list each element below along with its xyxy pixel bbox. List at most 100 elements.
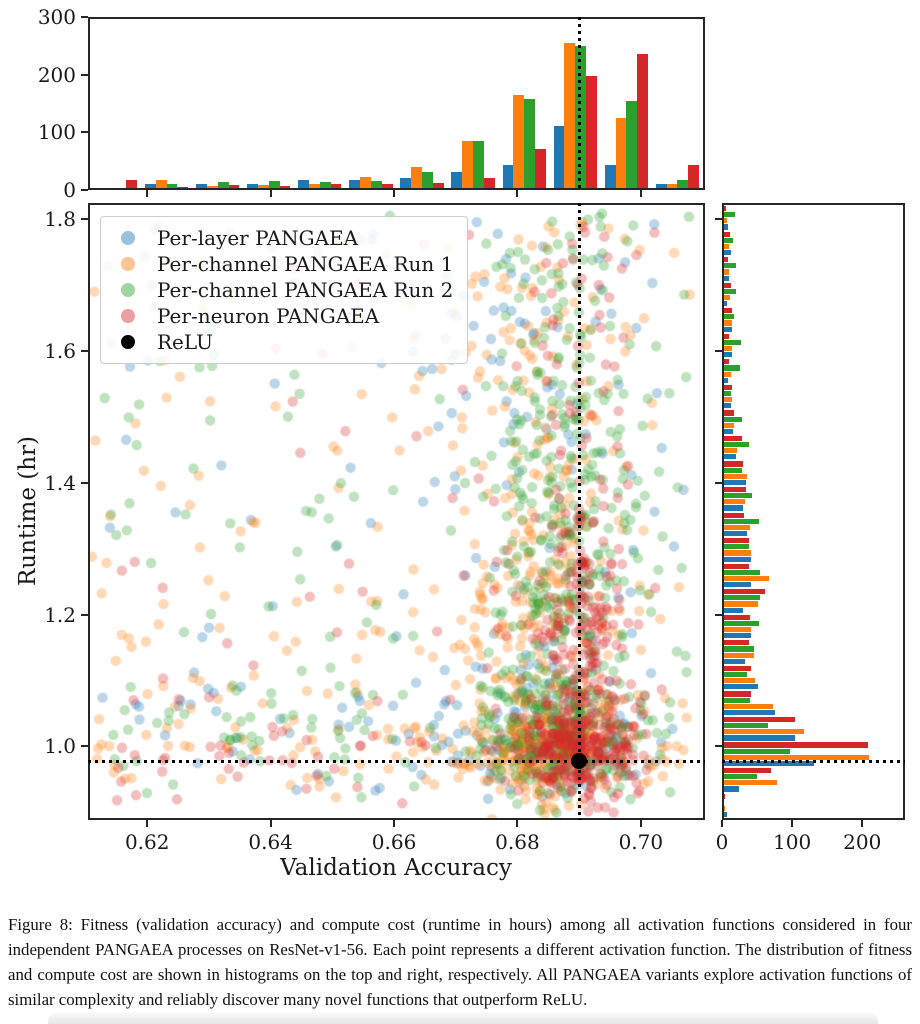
histogram-bar (422, 172, 433, 188)
histogram-bar (177, 186, 189, 188)
histogram-bar (724, 499, 746, 505)
histogram-bar-group (724, 537, 903, 563)
histogram-bar (724, 716, 795, 723)
x-axis-label: Validation Accuracy (280, 855, 512, 881)
histogram-bar (724, 620, 759, 627)
dotted-vline (577, 17, 581, 190)
histogram-bar (502, 164, 514, 188)
legend-marker-icon (121, 335, 135, 349)
histogram-bar (724, 595, 760, 601)
legend-item: Per-channel PANGAEA Run 1 (111, 251, 453, 277)
histogram-bar (724, 671, 747, 678)
histogram-bar (400, 178, 412, 188)
histogram-bar-group (141, 19, 192, 188)
histogram-bar (724, 237, 733, 243)
histogram-bar (724, 646, 755, 652)
histogram-bar (144, 184, 156, 188)
histogram-bar (411, 167, 422, 188)
histogram-bar (483, 178, 495, 188)
histogram-bar-group (724, 767, 903, 793)
histogram-bar (724, 723, 768, 729)
histogram-bar (724, 224, 729, 230)
histogram-bar (677, 179, 689, 188)
histogram-bar (615, 117, 627, 188)
axis-tick (791, 820, 794, 827)
axis-tick (269, 190, 272, 197)
histogram-bar (724, 684, 759, 690)
histogram-bar (724, 257, 729, 263)
histogram-bar (330, 183, 342, 188)
axis-tick (715, 745, 722, 748)
histogram-bar (370, 180, 382, 188)
histogram-bar (724, 352, 733, 358)
dotted-hline (722, 759, 905, 763)
histogram-bar (724, 550, 751, 556)
histogram-bar-group (724, 665, 903, 691)
histogram-bar (724, 493, 753, 499)
histogram-bar (724, 805, 726, 811)
histogram-bar (524, 99, 535, 188)
histogram-bar-group (724, 231, 903, 257)
histogram-bar (724, 748, 790, 754)
histogram-bar (724, 442, 749, 448)
tick-label: 200 (843, 830, 882, 854)
axis-tick (81, 350, 88, 353)
histogram-bar (724, 212, 735, 218)
histogram-bar-group (652, 19, 703, 188)
histogram-bar (319, 182, 331, 188)
histogram-bar (724, 780, 777, 786)
histogram-bar-group (499, 19, 550, 188)
histogram-bar-group (243, 19, 294, 188)
histogram-bar (724, 269, 730, 275)
histogram-bar (724, 754, 870, 760)
histogram-bar (534, 149, 546, 188)
histogram-bar (724, 206, 727, 212)
histogram-bar (268, 181, 280, 188)
tick-label: 1.8 (44, 207, 76, 232)
histogram-bar (724, 359, 729, 365)
right-histogram-bars (724, 205, 903, 818)
histogram-bar-group (724, 358, 903, 384)
legend-item: Per-layer PANGAEA (111, 225, 453, 251)
histogram-bar (724, 320, 733, 326)
tick-label: 1.4 (44, 470, 76, 495)
histogram-bar (724, 288, 736, 294)
histogram-bar (724, 556, 752, 562)
histogram-bar (724, 760, 814, 767)
legend-marker-icon (121, 257, 135, 271)
histogram-bar (724, 703, 774, 709)
legend-item: Per-neuron PANGAEA (111, 303, 453, 329)
top-histogram-bars (90, 19, 703, 188)
axis-tick (516, 820, 519, 827)
histogram-bar (586, 76, 597, 188)
histogram-bar (724, 589, 766, 595)
axis-tick (146, 190, 149, 197)
histogram-bar (462, 140, 474, 188)
histogram-bar (724, 416, 742, 422)
legend-item: ReLU (111, 329, 453, 355)
histogram-bar (724, 709, 776, 715)
histogram-bar (298, 179, 310, 188)
tick-label: 300 (37, 5, 76, 29)
histogram-bar (575, 46, 587, 188)
histogram-bar (724, 563, 749, 569)
histogram-bar (724, 768, 771, 774)
axis-tick (861, 820, 864, 827)
tick-label: 0.64 (248, 830, 293, 854)
histogram-bar (724, 658, 746, 664)
histogram-bar (724, 249, 731, 256)
histogram-bar-group (448, 19, 499, 188)
axis-tick (393, 820, 396, 827)
histogram-bar (473, 141, 484, 188)
axis-tick (393, 190, 396, 197)
histogram-bar-group (724, 282, 903, 308)
histogram-bar (432, 182, 444, 188)
histogram-bar (724, 231, 731, 237)
histogram-bar-group (192, 19, 243, 188)
histogram-bar-group (601, 19, 652, 188)
histogram-bar (724, 487, 746, 493)
histogram-bar-group (724, 333, 903, 359)
histogram-bar (724, 665, 752, 671)
histogram-bar-group (294, 19, 345, 188)
histogram-bar-group (724, 512, 903, 538)
